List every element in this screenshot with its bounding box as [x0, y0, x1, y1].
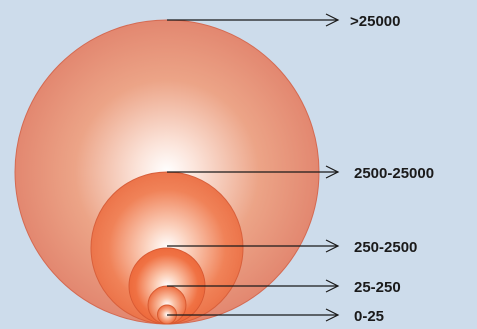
arrow-level-4	[167, 279, 340, 293]
label-level-4: 25-250	[354, 279, 401, 296]
label-level-5: 0-25	[354, 308, 384, 325]
label-level-2: 2500-25000	[354, 165, 434, 182]
label-level-1: >25000	[350, 13, 400, 30]
arrow-level-2	[167, 165, 340, 179]
arrow-level-5	[167, 308, 340, 322]
label-level-3: 250-2500	[354, 239, 417, 256]
arrow-level-1	[167, 13, 340, 27]
arrow-level-3	[167, 239, 340, 253]
